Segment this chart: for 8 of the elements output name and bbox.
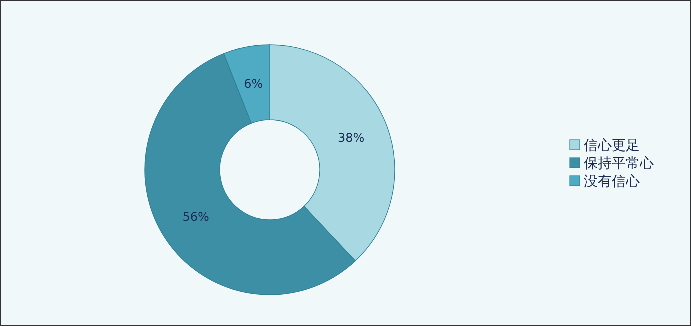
data-label: 56% — [182, 210, 210, 224]
legend-label: 没有信心 — [584, 174, 640, 190]
donut-slice — [270, 44, 396, 262]
legend-label: 信心更足 — [584, 138, 640, 154]
data-label: 6% — [244, 77, 264, 92]
donut-slice — [224, 44, 270, 124]
legend-label: 保持平常心 — [584, 156, 654, 172]
data-label: 38% — [338, 130, 365, 145]
